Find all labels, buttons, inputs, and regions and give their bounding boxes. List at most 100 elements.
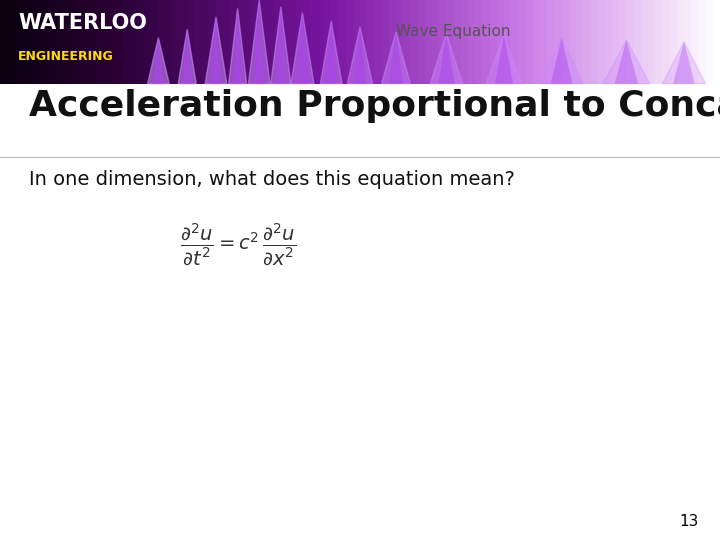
Polygon shape	[248, 0, 270, 84]
Bar	[173, 0, 180, 84]
Bar	[547, 0, 554, 84]
Bar	[166, 0, 173, 84]
Bar	[302, 0, 310, 84]
Bar	[29, 0, 36, 84]
Bar	[526, 0, 533, 84]
Bar	[115, 0, 122, 84]
Polygon shape	[153, 38, 164, 84]
Bar	[338, 0, 346, 84]
Bar	[648, 0, 655, 84]
Bar	[540, 0, 547, 84]
Polygon shape	[205, 17, 227, 84]
Bar	[353, 0, 360, 84]
Bar	[605, 0, 612, 84]
Bar	[713, 0, 720, 84]
Polygon shape	[486, 35, 522, 84]
Bar	[0, 0, 7, 84]
Polygon shape	[271, 6, 291, 84]
Polygon shape	[179, 29, 196, 84]
Polygon shape	[438, 33, 454, 84]
Text: In one dimension, what does this equation mean?: In one dimension, what does this equatio…	[29, 170, 515, 189]
Bar	[230, 0, 238, 84]
Bar	[598, 0, 605, 84]
Bar	[14, 0, 22, 84]
Bar	[374, 0, 382, 84]
Bar	[475, 0, 482, 84]
Bar	[108, 0, 115, 84]
Bar	[295, 0, 302, 84]
Bar	[223, 0, 230, 84]
Bar	[22, 0, 29, 84]
Bar	[288, 0, 295, 84]
Bar	[425, 0, 432, 84]
Bar	[497, 0, 504, 84]
Bar	[562, 0, 569, 84]
Bar	[7, 0, 14, 84]
Bar	[691, 0, 698, 84]
Polygon shape	[603, 40, 649, 84]
Polygon shape	[325, 21, 337, 84]
Bar	[331, 0, 338, 84]
Bar	[50, 0, 58, 84]
Bar	[396, 0, 403, 84]
Bar	[410, 0, 418, 84]
Bar	[216, 0, 223, 84]
Bar	[101, 0, 108, 84]
Bar	[151, 0, 158, 84]
Bar	[454, 0, 461, 84]
Bar	[281, 0, 288, 84]
Polygon shape	[276, 6, 286, 84]
Bar	[130, 0, 137, 84]
Bar	[209, 0, 216, 84]
Bar	[634, 0, 641, 84]
Polygon shape	[253, 0, 265, 84]
Bar	[72, 0, 79, 84]
Bar	[202, 0, 209, 84]
Polygon shape	[551, 38, 572, 84]
Bar	[698, 0, 706, 84]
Bar	[583, 0, 590, 84]
Polygon shape	[431, 33, 462, 84]
Bar	[79, 0, 86, 84]
Bar	[180, 0, 187, 84]
Bar	[576, 0, 583, 84]
Bar	[662, 0, 670, 84]
Bar	[86, 0, 94, 84]
Text: ENGINEERING: ENGINEERING	[18, 50, 114, 63]
Polygon shape	[540, 38, 583, 84]
Bar	[360, 0, 367, 84]
Bar	[158, 0, 166, 84]
Bar	[482, 0, 490, 84]
Bar	[612, 0, 619, 84]
Bar	[137, 0, 144, 84]
Text: Wave Equation: Wave Equation	[396, 24, 511, 39]
Text: 13: 13	[679, 514, 698, 529]
Bar	[446, 0, 454, 84]
Polygon shape	[615, 40, 638, 84]
Bar	[274, 0, 281, 84]
Bar	[590, 0, 598, 84]
Bar	[389, 0, 396, 84]
Polygon shape	[320, 21, 342, 84]
Bar	[511, 0, 518, 84]
Bar	[144, 0, 151, 84]
Bar	[418, 0, 425, 84]
Polygon shape	[229, 8, 246, 84]
Bar	[310, 0, 317, 84]
Bar	[382, 0, 389, 84]
Bar	[655, 0, 662, 84]
Bar	[619, 0, 626, 84]
Polygon shape	[233, 8, 242, 84]
Polygon shape	[347, 27, 373, 84]
Polygon shape	[183, 29, 192, 84]
Bar	[324, 0, 331, 84]
Polygon shape	[389, 32, 403, 84]
Bar	[194, 0, 202, 84]
Bar	[367, 0, 374, 84]
Bar	[259, 0, 266, 84]
Bar	[266, 0, 274, 84]
Bar	[94, 0, 101, 84]
Bar	[432, 0, 439, 84]
Text: $\dfrac{\partial^2 u}{\partial t^2} = c^2\, \dfrac{\partial^2 u}{\partial x^2}$: $\dfrac{\partial^2 u}{\partial t^2} = c^…	[179, 221, 296, 267]
Bar	[468, 0, 475, 84]
